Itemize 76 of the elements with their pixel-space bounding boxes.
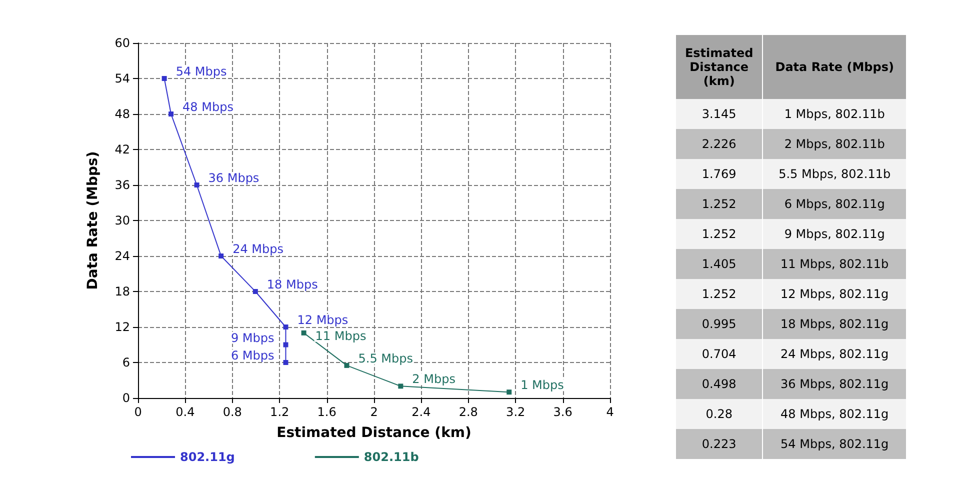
data-label: 54 Mbps xyxy=(176,64,227,78)
data-label: 1 Mbps xyxy=(520,378,564,392)
text: 2.226 xyxy=(676,129,763,159)
y-tick-label: 18 xyxy=(114,284,130,298)
text: 0.995 xyxy=(676,309,763,339)
x-tick-label: 3.6 xyxy=(553,405,572,419)
text: 2 Mbps, 802.11b xyxy=(783,136,886,153)
text: 9 Mbps, 802.11g xyxy=(783,226,886,243)
text: 0.498 xyxy=(676,369,763,399)
data-label: 18 Mbps xyxy=(266,278,318,292)
text: 54 Mbps, 802.11g xyxy=(780,436,890,453)
text: 1.405 xyxy=(676,249,763,279)
legend-label: 802.11b xyxy=(364,450,420,464)
x-tick-label: 0.4 xyxy=(176,405,195,419)
y-tick-label: 24 xyxy=(114,249,130,263)
text: 5.5 Mbps, 802.11b xyxy=(778,166,892,183)
legend-label: 802.11g xyxy=(180,450,235,464)
text: 11 Mbps, 802.11b xyxy=(780,256,890,273)
text: 0.28 xyxy=(676,399,763,429)
text: 0.704 xyxy=(676,339,763,369)
data-label: 6 Mbps xyxy=(230,348,274,362)
x-tick-label: 1.2 xyxy=(270,405,290,419)
text: 36 Mbps, 802.11g xyxy=(780,376,890,393)
text: 1 Mbps, 802.11b xyxy=(783,106,886,123)
y-tick-label: 0 xyxy=(122,391,130,405)
y-tick-label: 48 xyxy=(114,107,130,121)
point xyxy=(168,112,174,116)
text: 18 Mbps, 802.11g xyxy=(780,316,890,333)
point xyxy=(194,182,200,188)
point xyxy=(344,362,350,368)
x-tick-label: 0.8 xyxy=(222,405,242,419)
x-tick-label: 4 xyxy=(606,405,614,419)
x-tick-label: 2 xyxy=(370,405,378,419)
text: 1.252 xyxy=(676,189,763,219)
text: 3.145 xyxy=(676,99,763,129)
text: 1.769 xyxy=(676,159,763,189)
point xyxy=(506,390,512,395)
data-label: 24 Mbps xyxy=(232,242,284,256)
y-tick-label: 54 xyxy=(114,72,130,86)
point xyxy=(283,324,288,330)
x-tick-label: 0 xyxy=(134,405,142,419)
point xyxy=(162,76,167,81)
point xyxy=(283,342,288,348)
y-tick-label: 36 xyxy=(114,178,130,192)
x-axis-title: Estimated Distance (km) xyxy=(276,425,472,441)
data-label: 48 Mbps xyxy=(182,100,234,114)
x-tick-label: 1.6 xyxy=(317,405,336,419)
point xyxy=(301,330,306,336)
point xyxy=(283,360,288,365)
text: 48 Mbps, 802.11g xyxy=(780,406,890,423)
text: 12 Mbps, 802.11g xyxy=(780,286,890,303)
y-tick-label: 60 xyxy=(114,36,130,50)
point xyxy=(218,254,224,258)
y-tick-label: 6 xyxy=(122,356,130,370)
x-tick-label: 2.4 xyxy=(412,405,431,419)
y-axis-title: Data Rate (Mbps) xyxy=(85,151,101,290)
y-tick-label: 30 xyxy=(114,214,130,228)
text: 0.223 xyxy=(676,429,763,459)
text: 6 Mbps, 802.11g xyxy=(783,196,886,213)
data-label: 11 Mbps xyxy=(315,328,366,343)
point xyxy=(252,289,258,294)
text: Estimated Distance (km) xyxy=(676,35,763,99)
point xyxy=(398,384,404,389)
text: 1.252 xyxy=(676,219,763,249)
x-tick-label: 3.2 xyxy=(506,405,526,419)
text: 24 Mbps, 802.11g xyxy=(780,346,890,363)
text: 1.252 xyxy=(676,279,763,309)
data-label: 2 Mbps xyxy=(412,372,456,386)
data-label: 9 Mbps xyxy=(230,330,274,345)
y-tick-label: 12 xyxy=(114,320,130,334)
data-label: 12 Mbps xyxy=(297,313,348,327)
text: Data Rate (Mbps) xyxy=(774,59,895,76)
y-tick-label: 42 xyxy=(114,142,130,156)
x-tick-label: 2.8 xyxy=(458,405,478,419)
data-label: 36 Mbps xyxy=(208,171,260,185)
data-label: 5.5 Mbps xyxy=(358,351,413,366)
